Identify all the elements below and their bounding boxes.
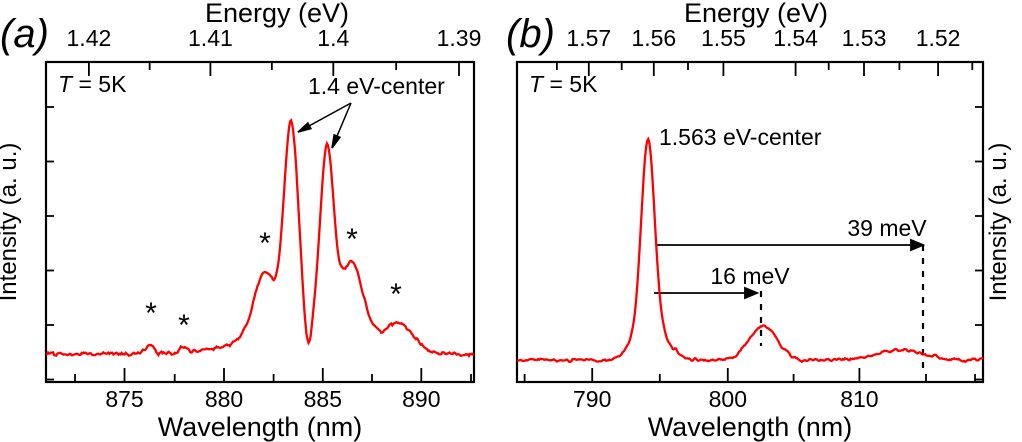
- svg-text:Intensity (a. u.): Intensity (a. u.): [0, 143, 22, 302]
- svg-text:Wavelength (nm): Wavelength (nm): [648, 412, 853, 442]
- svg-text:810: 810: [840, 386, 878, 412]
- svg-text:880: 880: [205, 386, 243, 412]
- svg-text:Energy (eV): Energy (eV): [684, 0, 828, 28]
- svg-text:1.56: 1.56: [631, 25, 676, 51]
- svg-text:1.55: 1.55: [701, 25, 746, 51]
- svg-text:16 meV: 16 meV: [710, 263, 790, 289]
- svg-text:Intensity (a. u.): Intensity (a. u.): [985, 143, 1012, 302]
- svg-text:T = 5K: T = 5K: [58, 71, 127, 97]
- svg-text:Energy (eV): Energy (eV): [205, 0, 349, 28]
- svg-text:790: 790: [573, 386, 611, 412]
- svg-text:1.39: 1.39: [437, 25, 482, 51]
- svg-text:885: 885: [304, 386, 342, 412]
- svg-text:1.54: 1.54: [773, 25, 818, 51]
- svg-text:(a): (a): [0, 12, 49, 56]
- svg-text:(b): (b): [506, 12, 555, 56]
- svg-text:T = 5K: T = 5K: [529, 71, 598, 97]
- svg-text:800: 800: [709, 386, 747, 412]
- svg-text:*: *: [346, 223, 358, 256]
- svg-text:*: *: [259, 227, 271, 260]
- svg-text:*: *: [178, 309, 190, 342]
- svg-text:1.4 eV-center: 1.4 eV-center: [308, 73, 445, 99]
- svg-text:1.563 eV-center: 1.563 eV-center: [659, 124, 822, 150]
- svg-text:*: *: [390, 278, 402, 311]
- svg-text:1.52: 1.52: [916, 25, 961, 51]
- svg-text:1.42: 1.42: [67, 25, 112, 51]
- svg-text:39 meV: 39 meV: [847, 215, 927, 241]
- svg-text:1.53: 1.53: [842, 25, 887, 51]
- svg-text:1.57: 1.57: [566, 25, 611, 51]
- svg-text:*: *: [145, 297, 157, 330]
- svg-text:890: 890: [402, 386, 440, 412]
- svg-text:875: 875: [105, 386, 143, 412]
- svg-text:1.4: 1.4: [317, 25, 349, 51]
- svg-text:Wavelength (nm): Wavelength (nm): [158, 412, 363, 442]
- svg-text:1.41: 1.41: [188, 25, 233, 51]
